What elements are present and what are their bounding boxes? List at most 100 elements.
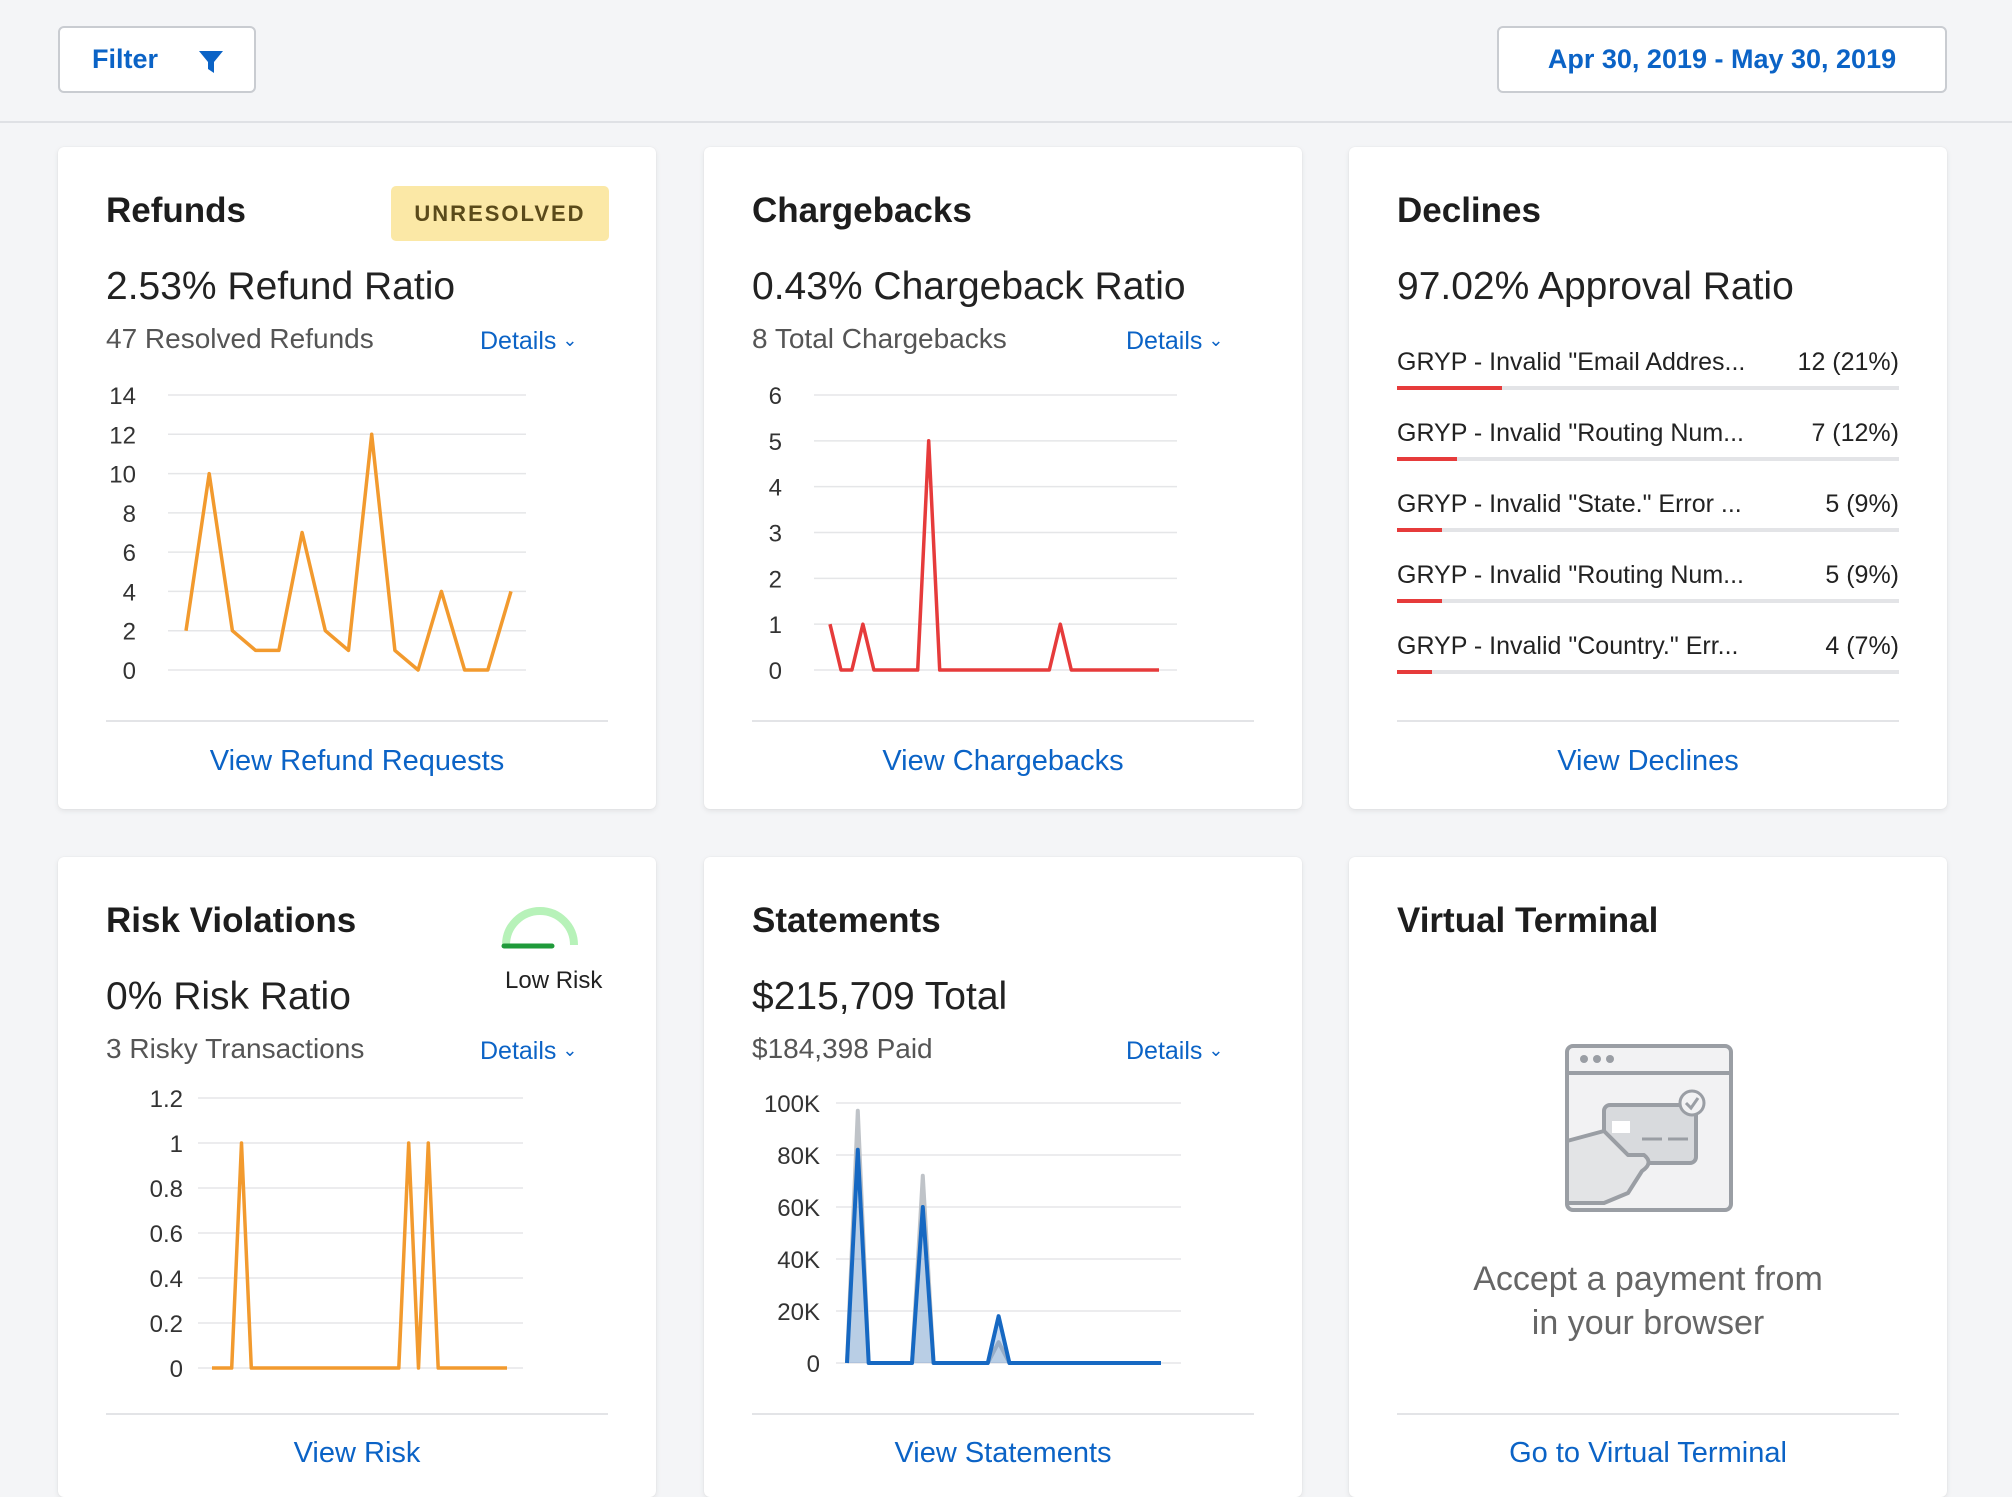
decline-bar-track bbox=[1397, 457, 1899, 461]
decline-bar-track bbox=[1397, 386, 1899, 390]
y-tick-label: 80K bbox=[777, 1143, 820, 1170]
y-tick-label: 6 bbox=[123, 540, 136, 567]
filter-button[interactable]: Filter bbox=[58, 26, 256, 93]
payment-terminal-icon bbox=[1565, 1044, 1733, 1212]
series-line bbox=[184, 432, 513, 672]
details-toggle[interactable]: Details ⌄ bbox=[1126, 1037, 1224, 1065]
chevron-down-icon: ⌄ bbox=[562, 330, 578, 350]
details-toggle[interactable]: Details ⌄ bbox=[480, 1037, 578, 1065]
decline-bar-fill bbox=[1397, 528, 1443, 532]
decline-row: GRYP - Invalid "Country." Err... 4 (7%) bbox=[1397, 632, 1899, 674]
y-tick-label: 6 bbox=[769, 383, 782, 410]
chargeback-ratio: 0.43% Chargeback Ratio bbox=[752, 265, 1186, 308]
card-title: Refunds bbox=[106, 191, 246, 230]
decline-bar-track bbox=[1397, 670, 1899, 674]
refund-ratio: 2.53% Refund Ratio bbox=[106, 265, 456, 308]
top-toolbar: Filter Apr 30, 2019 - May 30, 2019 bbox=[0, 0, 2012, 123]
approval-ratio: 97.02% Approval Ratio bbox=[1397, 265, 1794, 308]
y-tick-label: 0 bbox=[170, 1356, 183, 1383]
chevron-down-icon: ⌄ bbox=[1208, 1040, 1224, 1060]
decline-row: GRYP - Invalid "State." Error ... 5 (9%) bbox=[1397, 490, 1899, 532]
series-area bbox=[847, 1110, 1161, 1363]
status-badge: UNRESOLVED bbox=[391, 186, 609, 241]
y-tick-label: 40K bbox=[777, 1247, 820, 1274]
virtual-terminal-card: Virtual Terminal Accept a payment from i… bbox=[1349, 857, 1947, 1497]
y-tick-label: 0 bbox=[769, 658, 782, 685]
y-tick-label: 0.8 bbox=[150, 1176, 183, 1203]
y-tick-label: 0 bbox=[123, 658, 136, 685]
chevron-down-icon: ⌄ bbox=[562, 1040, 578, 1060]
declines-card: Declines 97.02% Approval Ratio GRYP - In… bbox=[1349, 147, 1947, 809]
y-tick-label: 12 bbox=[109, 422, 136, 449]
decline-label: GRYP - Invalid "Email Addres... bbox=[1397, 348, 1746, 376]
date-range-label: Apr 30, 2019 - May 30, 2019 bbox=[1547, 44, 1897, 74]
go-to-virtual-terminal-link[interactable]: Go to Virtual Terminal bbox=[1509, 1437, 1787, 1469]
view-refund-requests-link[interactable]: View Refund Requests bbox=[209, 745, 505, 777]
card-title: Declines bbox=[1397, 191, 1541, 230]
decline-count: 5 (9%) bbox=[1825, 561, 1899, 589]
series-line bbox=[845, 1147, 1161, 1365]
vt-description-line1: Accept a payment from bbox=[1473, 1260, 1823, 1298]
card-title: Statements bbox=[752, 901, 941, 940]
decline-bar-fill bbox=[1397, 386, 1503, 390]
card-divider bbox=[1397, 720, 1899, 722]
series-line bbox=[212, 1141, 507, 1370]
decline-label: GRYP - Invalid "State." Error ... bbox=[1397, 490, 1742, 518]
view-chargebacks-link[interactable]: View Chargebacks bbox=[882, 745, 1124, 777]
series-line bbox=[828, 439, 1159, 672]
card-divider bbox=[752, 720, 1254, 722]
decline-count: 12 (21%) bbox=[1797, 348, 1899, 376]
vt-description-line2: in your browser bbox=[1531, 1304, 1765, 1342]
details-toggle[interactable]: Details ⌄ bbox=[480, 327, 578, 355]
statements-paid: $184,398 Paid bbox=[752, 1033, 933, 1064]
y-tick-label: 60K bbox=[777, 1195, 820, 1222]
y-tick-label: 0.6 bbox=[150, 1221, 183, 1248]
filter-label: Filter bbox=[92, 44, 159, 74]
filter-icon bbox=[199, 51, 223, 73]
card-title: Risk Violations bbox=[106, 901, 357, 940]
risk-chart: 1.2 1 0.8 0.6 0.4 0.2 0 bbox=[150, 1086, 523, 1383]
statements-total: $215,709 Total bbox=[752, 975, 1008, 1018]
decline-bar-track bbox=[1397, 528, 1899, 532]
y-tick-label: 4 bbox=[769, 475, 782, 502]
y-tick-label: 1 bbox=[170, 1131, 183, 1158]
statements-chart: 100K 80K 60K 40K 20K 0 bbox=[764, 1091, 1181, 1378]
card-divider bbox=[106, 720, 608, 722]
risk-level-label: Low Risk bbox=[505, 967, 603, 994]
y-tick-label: 5 bbox=[769, 429, 782, 456]
decline-bar-fill bbox=[1397, 670, 1433, 674]
decline-label: GRYP - Invalid "Country." Err... bbox=[1397, 632, 1739, 660]
decline-row: GRYP - Invalid "Email Addres... 12 (21%) bbox=[1397, 348, 1899, 390]
y-tick-label: 100K bbox=[764, 1091, 820, 1118]
card-divider bbox=[1397, 1413, 1899, 1415]
view-risk-link[interactable]: View Risk bbox=[293, 1437, 421, 1469]
decline-label: GRYP - Invalid "Routing Num... bbox=[1397, 561, 1744, 589]
gauge-icon bbox=[501, 907, 578, 949]
y-tick-label: 1 bbox=[769, 612, 782, 639]
decline-row: GRYP - Invalid "Routing Num... 5 (9%) bbox=[1397, 561, 1899, 603]
y-tick-label: 4 bbox=[123, 579, 136, 606]
y-tick-label: 1.2 bbox=[150, 1086, 183, 1113]
chargebacks-card: Chargebacks 0.43% Chargeback Ratio 8 Tot… bbox=[704, 147, 1302, 809]
decline-count: 5 (9%) bbox=[1825, 490, 1899, 518]
risk-violations-card: Risk Violations Low Risk 0% Risk Ratio 3… bbox=[58, 857, 656, 1497]
card-divider bbox=[752, 1413, 1254, 1415]
decline-bar-track bbox=[1397, 599, 1899, 603]
resolved-refunds: 47 Resolved Refunds bbox=[106, 323, 374, 354]
view-declines-link[interactable]: View Declines bbox=[1557, 745, 1739, 777]
refunds-chart: 14 12 10 8 6 4 2 0 bbox=[109, 383, 526, 685]
y-tick-label: 0.4 bbox=[150, 1266, 183, 1293]
decline-row: GRYP - Invalid "Routing Num... 7 (12%) bbox=[1397, 419, 1899, 461]
card-title: Chargebacks bbox=[752, 191, 972, 230]
details-toggle[interactable]: Details ⌄ bbox=[1126, 327, 1224, 355]
y-tick-label: 8 bbox=[123, 501, 136, 528]
date-range-button[interactable]: Apr 30, 2019 - May 30, 2019 bbox=[1497, 26, 1947, 93]
chargebacks-chart: 6 5 4 3 2 1 0 bbox=[769, 383, 1177, 685]
view-statements-link[interactable]: View Statements bbox=[894, 1437, 1112, 1469]
decline-count: 4 (7%) bbox=[1825, 632, 1899, 660]
decline-label: GRYP - Invalid "Routing Num... bbox=[1397, 419, 1744, 447]
y-tick-label: 0.2 bbox=[150, 1311, 183, 1338]
decline-bar-fill bbox=[1397, 599, 1443, 603]
decline-count: 7 (12%) bbox=[1811, 419, 1899, 447]
total-chargebacks: 8 Total Chargebacks bbox=[752, 323, 1007, 354]
